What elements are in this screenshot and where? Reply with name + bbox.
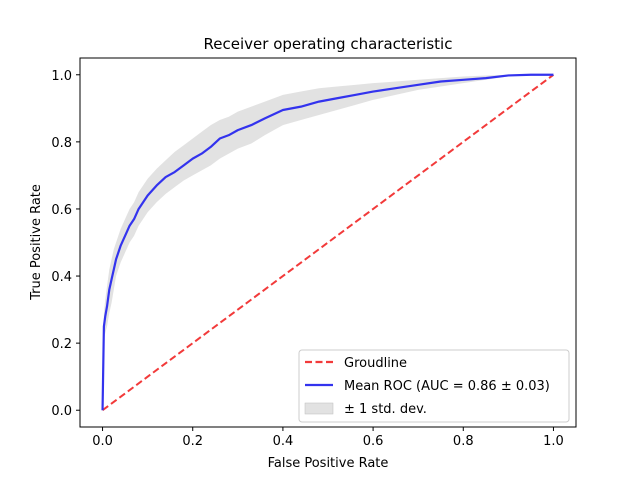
x-tick-label: 0.2 bbox=[182, 434, 203, 449]
std-dev-band bbox=[102, 74, 554, 411]
x-tick-label: 0.0 bbox=[92, 434, 113, 449]
y-axis-label: True Positive Rate bbox=[29, 184, 44, 301]
y-tick-label: 0.2 bbox=[51, 337, 72, 352]
chart-title: Receiver operating characteristic bbox=[204, 35, 453, 53]
groundline-series bbox=[101, 73, 555, 412]
y-tick-label: 1.0 bbox=[51, 69, 72, 84]
legend-label: ± 1 std. dev. bbox=[344, 402, 427, 417]
legend-label: Mean ROC (AUC = 0.86 ± 0.03) bbox=[344, 379, 550, 394]
legend-swatch-band bbox=[304, 402, 334, 415]
legend: Groudline Mean ROC (AUC = 0.86 ± 0.03) ± 1… bbox=[298, 349, 570, 423]
x-tick-label: 0.6 bbox=[363, 434, 384, 449]
x-tick-label: 0.4 bbox=[273, 434, 294, 449]
y-tick-label: 0.8 bbox=[51, 136, 72, 151]
y-tick-label: 0.6 bbox=[51, 203, 72, 218]
y-tick-label: 0.4 bbox=[51, 270, 72, 285]
mean-roc-series bbox=[101, 73, 554, 411]
plot-area: 0.0 0.2 0.4 0.6 0.8 1.0 0.0 0.2 0.4 0.6 0.8 1.0 bbox=[51, 57, 577, 449]
x-tick-label: 0.8 bbox=[453, 434, 474, 449]
axes-frame bbox=[79, 57, 577, 428]
legend-label: Groudline bbox=[344, 356, 407, 371]
x-tick-label: 1.0 bbox=[543, 434, 564, 449]
legend-box bbox=[298, 349, 570, 423]
x-axis-label: False Positive Rate bbox=[268, 456, 389, 471]
y-tick-label: 0.0 bbox=[51, 404, 72, 419]
